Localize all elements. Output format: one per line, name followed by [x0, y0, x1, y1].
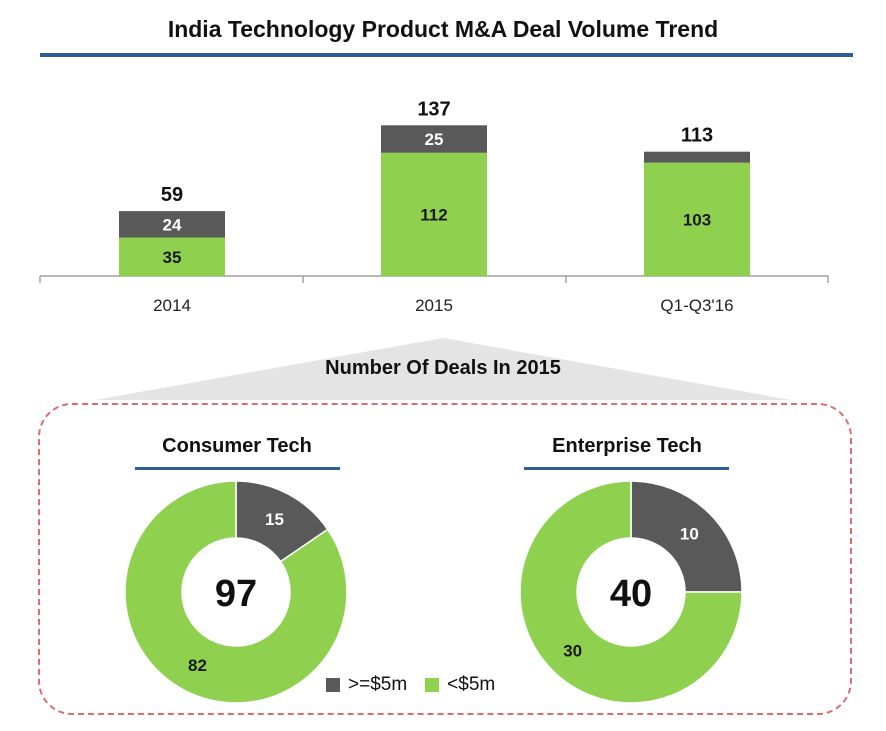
x-tick-label: Q1-Q3'16 — [660, 296, 733, 315]
bar-total-label: 137 — [417, 98, 450, 120]
x-tick-label: 2014 — [153, 296, 191, 315]
bar-segment-large — [119, 211, 225, 238]
enterprise-tech-label-large: 10 — [680, 525, 699, 544]
bar-segment-small — [644, 162, 750, 276]
consumer-tech-center-total: 97 — [215, 573, 257, 615]
enterprise-tech-slice-large — [630, 480, 743, 593]
bar-label-small: 112 — [420, 205, 447, 224]
enterprise-tech-slice-small — [519, 480, 743, 704]
bar-label-large: 24 — [163, 215, 182, 234]
consumer-tech-label-small: 82 — [188, 656, 207, 675]
enterprise-tech-title: Enterprise Tech — [552, 435, 702, 457]
bar-segment-small — [119, 237, 225, 276]
consumer-tech-slice-small — [124, 480, 348, 704]
bar-total-label: 113 — [681, 125, 713, 147]
legend-item-large: >=$5m — [326, 674, 407, 696]
legend-label-large: >=$5m — [348, 674, 408, 695]
legend-label-small: <$5m — [447, 674, 496, 695]
legend: >=$5m <$5m — [326, 674, 495, 696]
donut-panel — [38, 403, 852, 715]
bar-segment-large — [644, 151, 750, 163]
x-tick-label: 2015 — [415, 296, 453, 315]
legend-swatch-small — [425, 678, 440, 692]
title-underline — [40, 53, 853, 57]
enterprise-tech-label-small: 30 — [563, 641, 582, 660]
bar-segment-small — [381, 152, 487, 276]
bar-label-small: 35 — [163, 248, 182, 267]
bar-label-large: 25 — [425, 130, 444, 149]
enterprise-tech-center-total: 40 — [610, 573, 652, 615]
bar-segment-large — [381, 125, 487, 153]
consumer-tech-title: Consumer Tech — [162, 435, 312, 457]
bar-chart: 35 24 59 2014 112 25 137 2015 103 113 Q1-Q3'16 — [39, 98, 829, 315]
legend-swatch-large — [326, 678, 340, 692]
bar-total-label: 59 — [161, 184, 183, 206]
enterprise-tech-underline — [524, 467, 729, 470]
consumer-tech-label-large: 15 — [265, 510, 284, 529]
section-banner — [95, 338, 791, 400]
chart-title: India Technology Product M&A Deal Volume… — [167, 16, 719, 42]
section-title: Number Of Deals In 2015 — [325, 357, 561, 379]
consumer-tech-underline — [135, 467, 340, 470]
legend-item-small: <$5m — [425, 674, 495, 696]
bar-label-small: 103 — [683, 210, 711, 229]
